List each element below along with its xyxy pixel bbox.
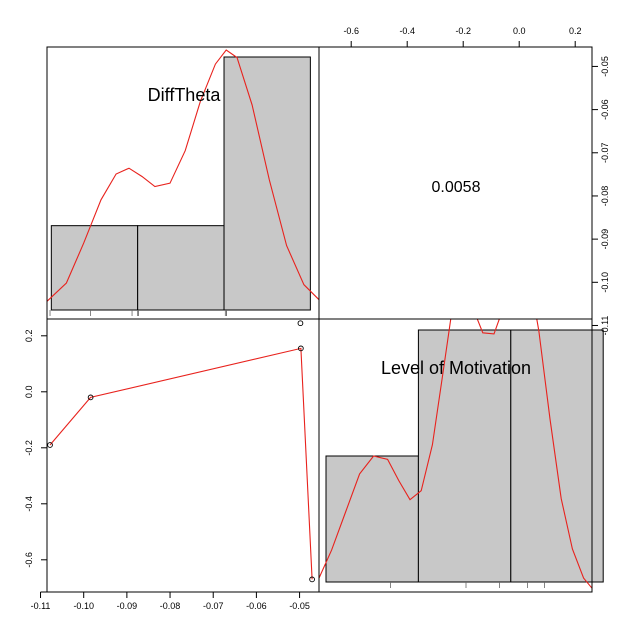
x-axis-tick-label: -0.08 — [160, 601, 181, 611]
right-axis-tick-label: -0.07 — [600, 143, 610, 164]
x-axis-tick-label: -0.09 — [117, 601, 138, 611]
y-axis-tick-label: 0.0 — [24, 386, 34, 399]
top-axis-tick-label: 0.0 — [513, 26, 526, 36]
axes-layer: -0.11 -0.10 -0.09 -0.08 -0.07 -0.06 -0.05 -0.6 -… — [24, 26, 610, 611]
top-axis-tick-label: -0.6 — [343, 26, 359, 36]
x-axis-tick-label: -0.06 — [246, 601, 267, 611]
difftheta-hist-bar — [223, 56, 311, 311]
right-axis-tick-label: -0.08 — [600, 186, 610, 207]
right-axis-tick-label: -0.06 — [600, 99, 610, 120]
x-axis-tick-label: -0.07 — [203, 601, 224, 611]
x-axis-tick-label: -0.05 — [289, 601, 310, 611]
right-axis-tick-label: -0.11 — [600, 316, 610, 336]
motivation-density-curve — [319, 319, 592, 589]
motivation-hist-bar — [417, 329, 512, 583]
x-axis-tick-label: -0.10 — [73, 601, 94, 611]
top-axis-tick-label: -0.2 — [455, 26, 471, 36]
label-layer: DiffTheta Level of Motivation 0.0058 — [148, 85, 531, 378]
difftheta-density-curve — [47, 49, 319, 302]
x-axis-tick-label: -0.11 — [31, 601, 51, 611]
y-axis-tick-label: -0.2 — [24, 440, 34, 456]
scatter-point — [87, 394, 94, 401]
panel-frame-br — [318, 318, 593, 593]
top-axis-tick-label: 0.2 — [569, 26, 582, 36]
right-axis-tick-label: -0.05 — [600, 56, 610, 77]
variable-label-motivation: Level of Motivation — [381, 358, 531, 378]
scatter-point — [297, 320, 304, 327]
scatter-point — [298, 345, 304, 352]
curve-layer — [47, 49, 592, 589]
right-axis-tick-label: -0.10 — [600, 272, 610, 293]
scatter-smooth-line — [49, 347, 313, 580]
y-axis-tick-label: -0.6 — [24, 552, 34, 568]
y-axis-tick-label: -0.4 — [24, 496, 34, 512]
histogram-layer — [49, 56, 604, 588]
variable-label-difftheta: DiffTheta — [148, 85, 222, 105]
scatter-point — [47, 442, 53, 448]
motivation-hist-bar — [510, 329, 604, 583]
motivation-hist-bar — [325, 455, 419, 583]
top-axis-tick-label: -0.4 — [399, 26, 415, 36]
y-axis-tick-label: 0.2 — [24, 330, 34, 343]
right-axis-tick-label: -0.09 — [600, 229, 610, 250]
difftheta-hist-bar — [50, 225, 139, 311]
scatter-point — [309, 576, 315, 583]
correlation-value: 0.0058 — [432, 179, 481, 196]
difftheta-hist-bar — [137, 225, 225, 311]
